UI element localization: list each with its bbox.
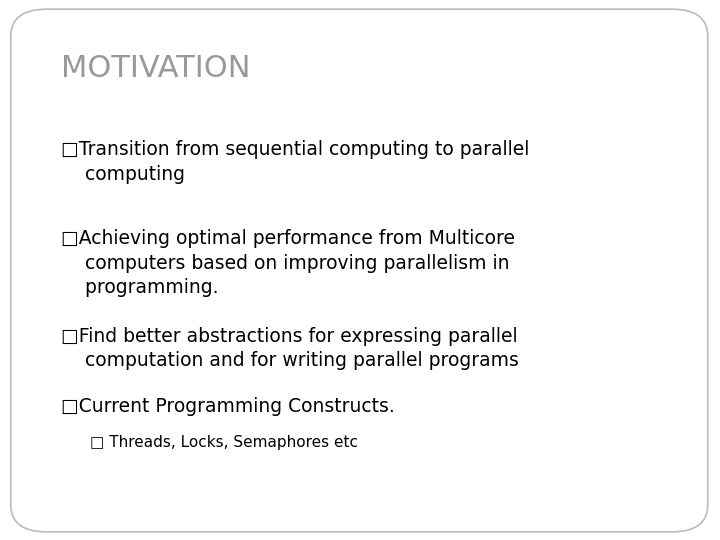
- Text: MOTIVATION: MOTIVATION: [61, 54, 251, 83]
- Text: □Current Programming Constructs.: □Current Programming Constructs.: [61, 397, 395, 416]
- FancyBboxPatch shape: [11, 9, 708, 532]
- Text: □Achieving optimal performance from Multicore
    computers based on improving p: □Achieving optimal performance from Mult…: [61, 230, 516, 297]
- Text: □ Threads, Locks, Semaphores etc: □ Threads, Locks, Semaphores etc: [90, 435, 358, 450]
- Text: □Transition from sequential computing to parallel
    computing: □Transition from sequential computing to…: [61, 140, 530, 184]
- Text: □Find better abstractions for expressing parallel
    computation and for writin: □Find better abstractions for expressing…: [61, 327, 519, 370]
